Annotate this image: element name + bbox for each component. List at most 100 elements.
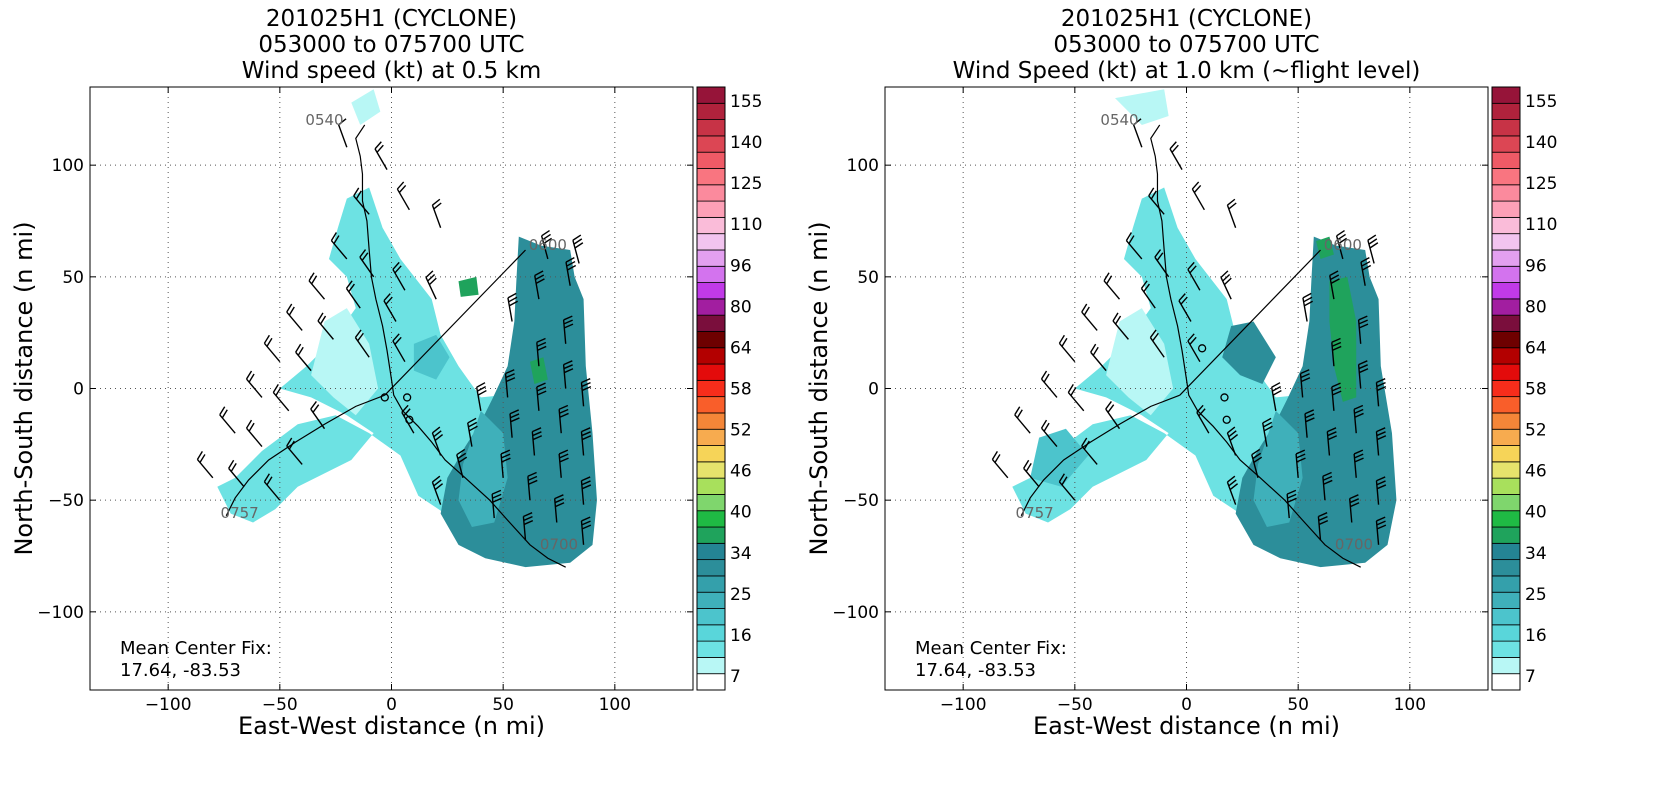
colorbar-swatch — [1491, 282, 1521, 300]
colorbar-frame — [696, 86, 726, 691]
colorbar-swatch — [696, 216, 726, 235]
wind-barb — [1357, 360, 1369, 389]
wind-barb — [1348, 494, 1360, 523]
track-time-label: 0600 — [529, 236, 567, 254]
wind-barb — [553, 494, 565, 523]
colorbar-swatch — [1491, 673, 1521, 691]
wind-barb — [1040, 370, 1058, 398]
colorbar-tick-label: 110 — [730, 215, 762, 235]
colorbar-tick-label: 155 — [730, 92, 762, 112]
colorbar-swatch — [696, 657, 726, 675]
wind-barb — [345, 280, 361, 309]
y-tick-label: −50 — [48, 491, 84, 511]
colorbar-swatch — [1491, 168, 1521, 186]
wind-barb — [1058, 334, 1076, 363]
colorbar-tick-label: 34 — [1525, 544, 1547, 564]
wind-barb — [504, 369, 516, 398]
wind-barb — [295, 343, 312, 372]
track-time-label: 0540 — [1100, 111, 1138, 129]
wind-speed-chart-0.5km: 0540 0757 0600 0700 −100 −50 0 50 100 −100 −50 0 50 1… — [10, 86, 762, 740]
colorbar-swatch — [696, 559, 726, 577]
wind-barb — [1286, 489, 1297, 519]
colorbar-swatch — [696, 575, 726, 593]
colorbar-swatch — [1491, 412, 1521, 430]
wind-barb — [431, 198, 442, 228]
track-time-label: 0700 — [540, 535, 578, 553]
colorbar-tick-label: 80 — [1525, 297, 1547, 317]
colorbar-swatch — [1491, 445, 1521, 463]
wind-field-region — [458, 276, 479, 297]
x-tick-label: −100 — [940, 695, 987, 715]
wind-barb — [308, 272, 326, 300]
chart-title: 201025H1 (CYCLONE) 053000 to 075700 UTC … — [90, 6, 693, 84]
wind-field-region — [1115, 89, 1169, 125]
wind-barb — [491, 489, 502, 519]
wind-barb — [392, 261, 406, 291]
colorbar-swatch — [1491, 184, 1521, 202]
x-tick-label: 0 — [386, 695, 397, 715]
colorbar-swatch — [696, 168, 726, 186]
flight-track-3 — [1020, 394, 1181, 517]
x-tick-label: −50 — [262, 695, 298, 715]
wind-barb — [1335, 229, 1347, 260]
wind-barb — [572, 234, 584, 264]
colorbar-tick-label: 96 — [1525, 256, 1547, 276]
mean-center-fix-text: 17.64, -83.53 — [915, 660, 1036, 681]
wind-field-region — [1030, 428, 1089, 487]
colorbar-swatch — [1491, 298, 1521, 316]
mean-center-fix-text: Mean Center Fix: — [915, 638, 1067, 659]
wind-barb — [540, 229, 552, 260]
y-tick-label: −100 — [37, 603, 84, 623]
colorbar-swatch — [696, 249, 726, 267]
wind-barb — [1226, 475, 1239, 505]
wind-barb — [310, 401, 326, 430]
wind-barb — [1331, 382, 1342, 411]
colorbar-swatch — [696, 591, 726, 609]
x-axis-label: East-West distance (n mi) — [238, 712, 545, 740]
wind-barb — [196, 450, 214, 479]
wind-barb — [456, 448, 468, 479]
wind-barb — [1187, 261, 1201, 291]
colorbar-tick-label: 58 — [1525, 380, 1547, 400]
wind-barb — [228, 459, 245, 488]
title-line-3: Wind Speed (kt) at 1.0 km (~flight level… — [952, 58, 1421, 84]
wind-barb — [1375, 427, 1387, 456]
colorbar-swatch — [696, 494, 726, 512]
wind-barb — [1357, 315, 1369, 344]
wind-barb — [1187, 333, 1201, 363]
wind-barb — [1375, 516, 1387, 545]
wind-barb — [1154, 249, 1170, 278]
wind-barb — [1353, 449, 1364, 478]
colorbar-swatch — [696, 102, 726, 120]
colorbar-swatch — [1491, 233, 1521, 251]
colorbar-swatch — [696, 135, 726, 153]
colorbar-swatch — [696, 673, 726, 691]
y-tick-label: 100 — [52, 156, 84, 176]
wind-barb — [1226, 426, 1239, 456]
wind-barb — [1023, 459, 1040, 488]
colorbar-swatch — [1491, 135, 1521, 153]
wind-field-region — [1329, 276, 1357, 402]
y-tick-label: −50 — [843, 491, 879, 511]
wind-barb — [330, 232, 348, 260]
wind-barb — [500, 449, 511, 478]
colorbar-swatch — [696, 298, 726, 316]
colorbar-swatch — [1491, 249, 1521, 267]
wind-barb — [558, 404, 569, 434]
colorbar-swatch — [1491, 151, 1521, 169]
colorbar-swatch — [696, 396, 726, 414]
colorbar-swatch — [696, 461, 726, 479]
colorbar-swatch — [1491, 396, 1521, 414]
colorbar-swatch — [696, 428, 726, 446]
wind-barb — [1014, 406, 1031, 434]
colorbar-tick-label: 64 — [730, 338, 752, 358]
wind-barb — [1140, 280, 1156, 309]
wind-barb — [1112, 312, 1129, 340]
colorbar-tick-label: 96 — [730, 256, 752, 276]
colorbar-tick-label: 40 — [1525, 503, 1547, 523]
colorbar-swatch — [1491, 461, 1521, 479]
colorbar-tick-label: 7 — [730, 667, 741, 687]
title-line-2: 053000 to 075700 UTC — [258, 32, 525, 58]
colorbar-swatch — [696, 526, 726, 544]
y-tick-label: 100 — [847, 156, 879, 176]
